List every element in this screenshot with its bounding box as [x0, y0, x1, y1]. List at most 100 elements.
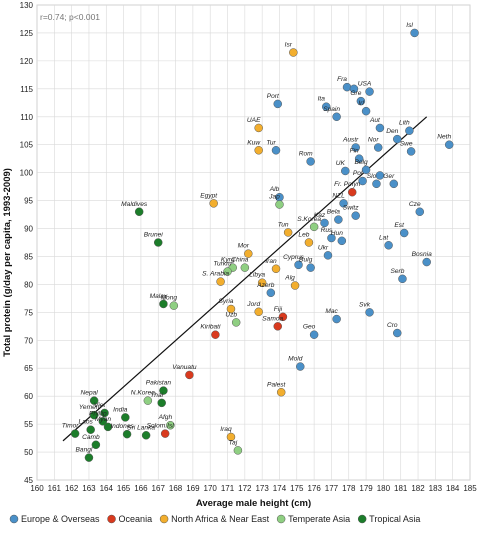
data-point	[296, 362, 305, 371]
point-label: Rom	[299, 150, 313, 157]
data-point	[375, 123, 385, 133]
data-point	[271, 264, 281, 274]
point-label: NZL	[332, 192, 345, 199]
point-label: Timor	[62, 423, 80, 430]
point-label: Hun	[331, 230, 343, 237]
point-label: Alb	[269, 186, 280, 193]
point-label: Fr. Polyn	[334, 181, 360, 188]
x-tick-label: 164	[100, 484, 114, 493]
data-point	[121, 413, 130, 422]
legend-label: North Africa & Near East	[171, 514, 270, 524]
point-label: Iraq	[220, 426, 232, 433]
point-label: Libya	[249, 272, 265, 279]
x-tick-label: 183	[429, 484, 443, 493]
data-point	[306, 263, 315, 272]
point-label: Phillip	[89, 410, 107, 417]
point-label: S. Arabia	[202, 271, 229, 278]
point-label: S.Korea	[297, 216, 321, 223]
x-tick-label: 185	[463, 484, 477, 493]
data-point	[257, 278, 267, 287]
point-label: Mor	[238, 243, 250, 250]
x-tick-label: 162	[65, 484, 79, 493]
point-label: Malay	[150, 293, 168, 300]
point-label: Yemen	[79, 404, 100, 411]
point-label: Azerb	[256, 282, 275, 289]
data-point	[223, 267, 232, 276]
data-point	[354, 154, 364, 163]
point-label: Afgh	[158, 414, 173, 421]
data-point	[289, 48, 298, 57]
point-label: Bela	[327, 209, 341, 216]
data-point	[337, 236, 347, 246]
point-label: Cze	[409, 201, 421, 208]
y-tick-label: 85	[24, 252, 33, 261]
data-point	[157, 398, 166, 408]
point-label: N.Korea	[131, 390, 156, 397]
data-point	[375, 171, 385, 180]
point-label: Iran	[265, 258, 277, 265]
data-points	[70, 28, 454, 462]
data-point	[406, 147, 416, 156]
point-label: Samoa	[262, 315, 283, 322]
data-point	[283, 228, 293, 237]
point-label: Tun	[278, 221, 289, 228]
legend-label: Oceania	[119, 514, 153, 524]
x-tick-label: 181	[394, 484, 408, 493]
x-tick-label: 161	[48, 484, 62, 493]
point-label: Kyrg	[221, 257, 235, 264]
y-tick-label: 75	[24, 308, 33, 317]
data-point	[339, 199, 348, 208]
data-point	[278, 312, 288, 322]
data-point	[169, 301, 179, 310]
data-point	[309, 330, 319, 339]
point-label: Cyprus	[283, 254, 305, 261]
x-tick-label: 169	[186, 484, 200, 493]
point-label: Swe	[400, 140, 413, 147]
point-label: Uzb	[225, 311, 237, 318]
y-axis-title: Total protein (g/day per capita, 1993-20…	[2, 168, 13, 357]
data-point	[160, 429, 170, 438]
point-label: Serb	[390, 268, 404, 275]
point-label: Bangl	[76, 447, 93, 454]
point-label: Nor	[368, 137, 379, 144]
legend-label: Europe & Overseas	[21, 514, 100, 524]
data-point	[372, 179, 381, 189]
data-point	[393, 328, 402, 338]
y-tick-label: 65	[24, 364, 33, 373]
data-point	[358, 176, 367, 186]
x-tick-label: 179	[359, 484, 373, 493]
point-label: Gre	[350, 90, 361, 97]
x-axis-title: Average male height (cm)	[196, 498, 311, 509]
data-point	[70, 429, 80, 438]
y-tick-label: 110	[20, 113, 33, 122]
data-point	[100, 408, 109, 418]
x-tick-label: 178	[342, 484, 356, 493]
point-label: Fiji	[274, 306, 283, 313]
data-point	[294, 260, 303, 270]
data-point	[185, 370, 194, 380]
point-label: Bulg	[299, 257, 313, 264]
x-tick-label: 182	[411, 484, 425, 493]
data-point	[373, 143, 383, 152]
x-tick-label: 175	[290, 484, 304, 493]
data-point	[415, 207, 425, 217]
point-label: Maldives	[121, 201, 148, 208]
point-label: Kaz	[314, 212, 326, 219]
y-tick-label: 105	[20, 141, 34, 150]
y-tick-label: 80	[24, 280, 33, 289]
data-point	[361, 165, 371, 175]
point-label: Aut	[369, 117, 381, 124]
data-point	[347, 187, 357, 197]
point-label: Cro	[387, 322, 398, 329]
legend-label: Tropical Asia	[369, 514, 420, 524]
point-label: Svk	[359, 301, 371, 308]
point-label: Den	[386, 128, 398, 135]
point-label: Isr	[285, 42, 293, 49]
data-point	[84, 453, 94, 462]
point-label: Lith	[399, 120, 410, 127]
point-label: Port	[267, 93, 280, 100]
data-point	[103, 422, 113, 432]
data-point	[276, 388, 286, 397]
data-point	[327, 233, 336, 243]
point-label: Turkm	[213, 261, 232, 268]
